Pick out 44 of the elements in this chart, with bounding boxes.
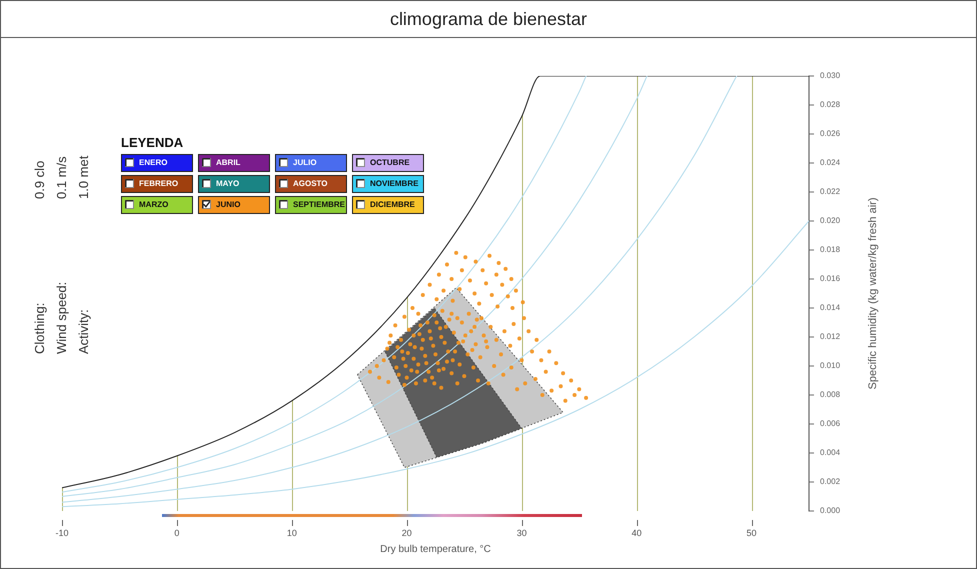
y-tick-label: 0.008: [820, 390, 841, 400]
y-tick-label: 0.026: [820, 129, 841, 138]
y-tick-label: 0.006: [820, 419, 841, 428]
y-tick-label: 0.020: [820, 216, 841, 226]
y-tick-label: 0.014: [820, 303, 841, 312]
x-tick-label: -10: [55, 528, 69, 538]
x-tick-label: 50: [746, 528, 757, 538]
y-tick-label: 0.000: [820, 506, 841, 516]
legend-title: LEYENDA: [121, 135, 184, 150]
annotation: Activity:: [76, 309, 91, 354]
x-tick-label: 0: [174, 528, 180, 538]
y-tick-label: 0.022: [820, 187, 841, 196]
y-axis-title: Specific humidity (kg water/kg fresh air): [867, 198, 880, 390]
x-axis-title: Dry bulb temperature, °C: [380, 544, 491, 555]
legend-label: JUNIO: [215, 199, 240, 211]
x-tick-label: 10: [286, 528, 297, 538]
legend-label: ENERO: [138, 157, 168, 169]
legend-label: JULIO: [292, 157, 317, 169]
y-tick-label: 0.010: [820, 361, 841, 370]
legend-label: MAYO: [215, 178, 240, 190]
y-tick-label: 0.002: [820, 477, 841, 486]
y-tick-label: 0.028: [820, 100, 841, 110]
chart-title: climograma de bienestar: [1, 1, 976, 38]
y-tick-label: 0.004: [820, 448, 841, 458]
y-tick-label: 0.030: [820, 71, 841, 80]
legend-label: NOVIEMBRE: [369, 178, 418, 190]
x-tick-label: 20: [402, 528, 412, 538]
legend-label: OCTUBRE: [369, 157, 410, 169]
y-tick-label: 0.016: [820, 274, 841, 284]
annotation: 0.1 m/s: [54, 156, 69, 199]
annotation: Wind speed:: [54, 282, 69, 354]
legend-label: DICIEMBRE: [369, 199, 415, 211]
text: Clothing:: [32, 302, 47, 354]
text: 0.9 clo: [32, 160, 47, 199]
x-tick-label: 40: [632, 528, 642, 538]
y-tick-label: 0.018: [820, 245, 841, 254]
annotation: 1.0 met: [76, 156, 91, 199]
x-tick-label: 30: [516, 528, 527, 538]
legend-label: ABRIL: [215, 157, 240, 169]
legend-label: MARZO: [138, 199, 168, 211]
legend-label: FEBRERO: [138, 178, 178, 190]
y-tick-label: 0.012: [820, 332, 841, 342]
legend-label: AGOSTO: [292, 178, 328, 190]
y-tick-label: 0.024: [820, 158, 841, 168]
